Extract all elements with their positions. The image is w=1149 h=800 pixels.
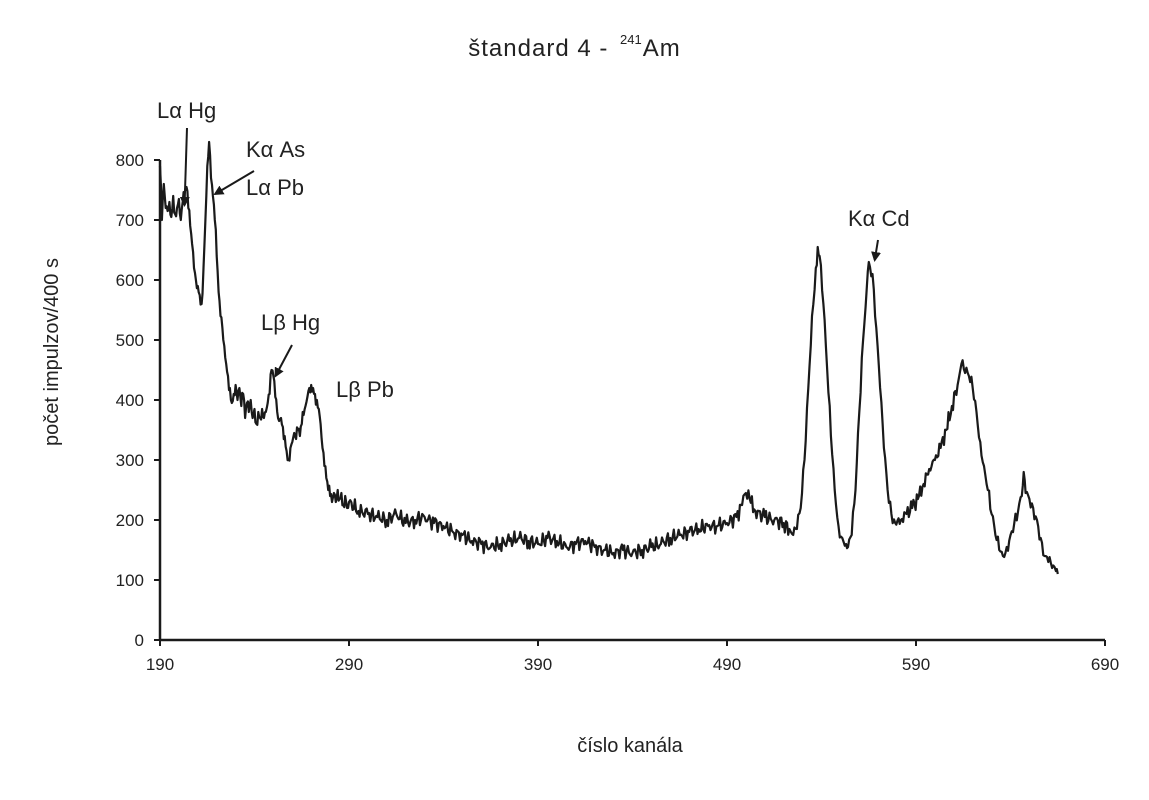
x-tick-label: 490 (713, 655, 741, 674)
y-tick-label: 700 (116, 211, 144, 230)
y-tick-label: 100 (116, 571, 144, 590)
title-element: Am (642, 35, 681, 62)
annotation-label: Kα Cd (848, 206, 910, 231)
x-tick-label: 190 (146, 655, 174, 674)
x-tick-label: 290 (335, 655, 363, 674)
annotations: Lα Hg Kα As Lα Pb Lβ Hg Lβ Pb Kα Cd (157, 98, 910, 402)
y-tick-label: 200 (116, 511, 144, 530)
annotation-label: Lβ Hg (261, 310, 320, 335)
annotation-label: Lα Hg (157, 98, 216, 123)
y-tick-label: 600 (116, 271, 144, 290)
y-tick-label: 0 (135, 631, 144, 650)
annotation-arrow (274, 344, 293, 378)
y-tick-label: 300 (116, 451, 144, 470)
x-axis-label: číslo kanála (577, 735, 683, 757)
annotation-arrow (871, 239, 881, 262)
annotation-arrow (179, 127, 190, 207)
x-tick-label: 690 (1091, 655, 1119, 674)
y-axis-label: počet impulzov/400 s (41, 258, 63, 446)
annotation-label: Lβ Pb (336, 377, 394, 402)
annotation-label: Lα Pb (246, 175, 304, 200)
y-tick-label: 800 (116, 151, 144, 170)
annotation-arrow (213, 170, 255, 196)
y-tick-label: 500 (116, 331, 144, 350)
chart-title: štandard 4 - 241Am (0, 32, 1149, 63)
title-isotope-mass: 241 (620, 32, 642, 47)
x-tick-label: 390 (524, 655, 552, 674)
y-tick-label: 400 (116, 391, 144, 410)
ticks: 190 290 390 490 590 690 0 100 200 300 400 500 600 700… (116, 151, 1120, 674)
series (158, 140, 1059, 575)
series-line-0 (158, 140, 1059, 575)
title-text: štandard 4 - (468, 35, 617, 62)
annotation-label: Kα As (246, 137, 305, 162)
axes (158, 160, 1105, 642)
x-tick-label: 590 (902, 655, 930, 674)
